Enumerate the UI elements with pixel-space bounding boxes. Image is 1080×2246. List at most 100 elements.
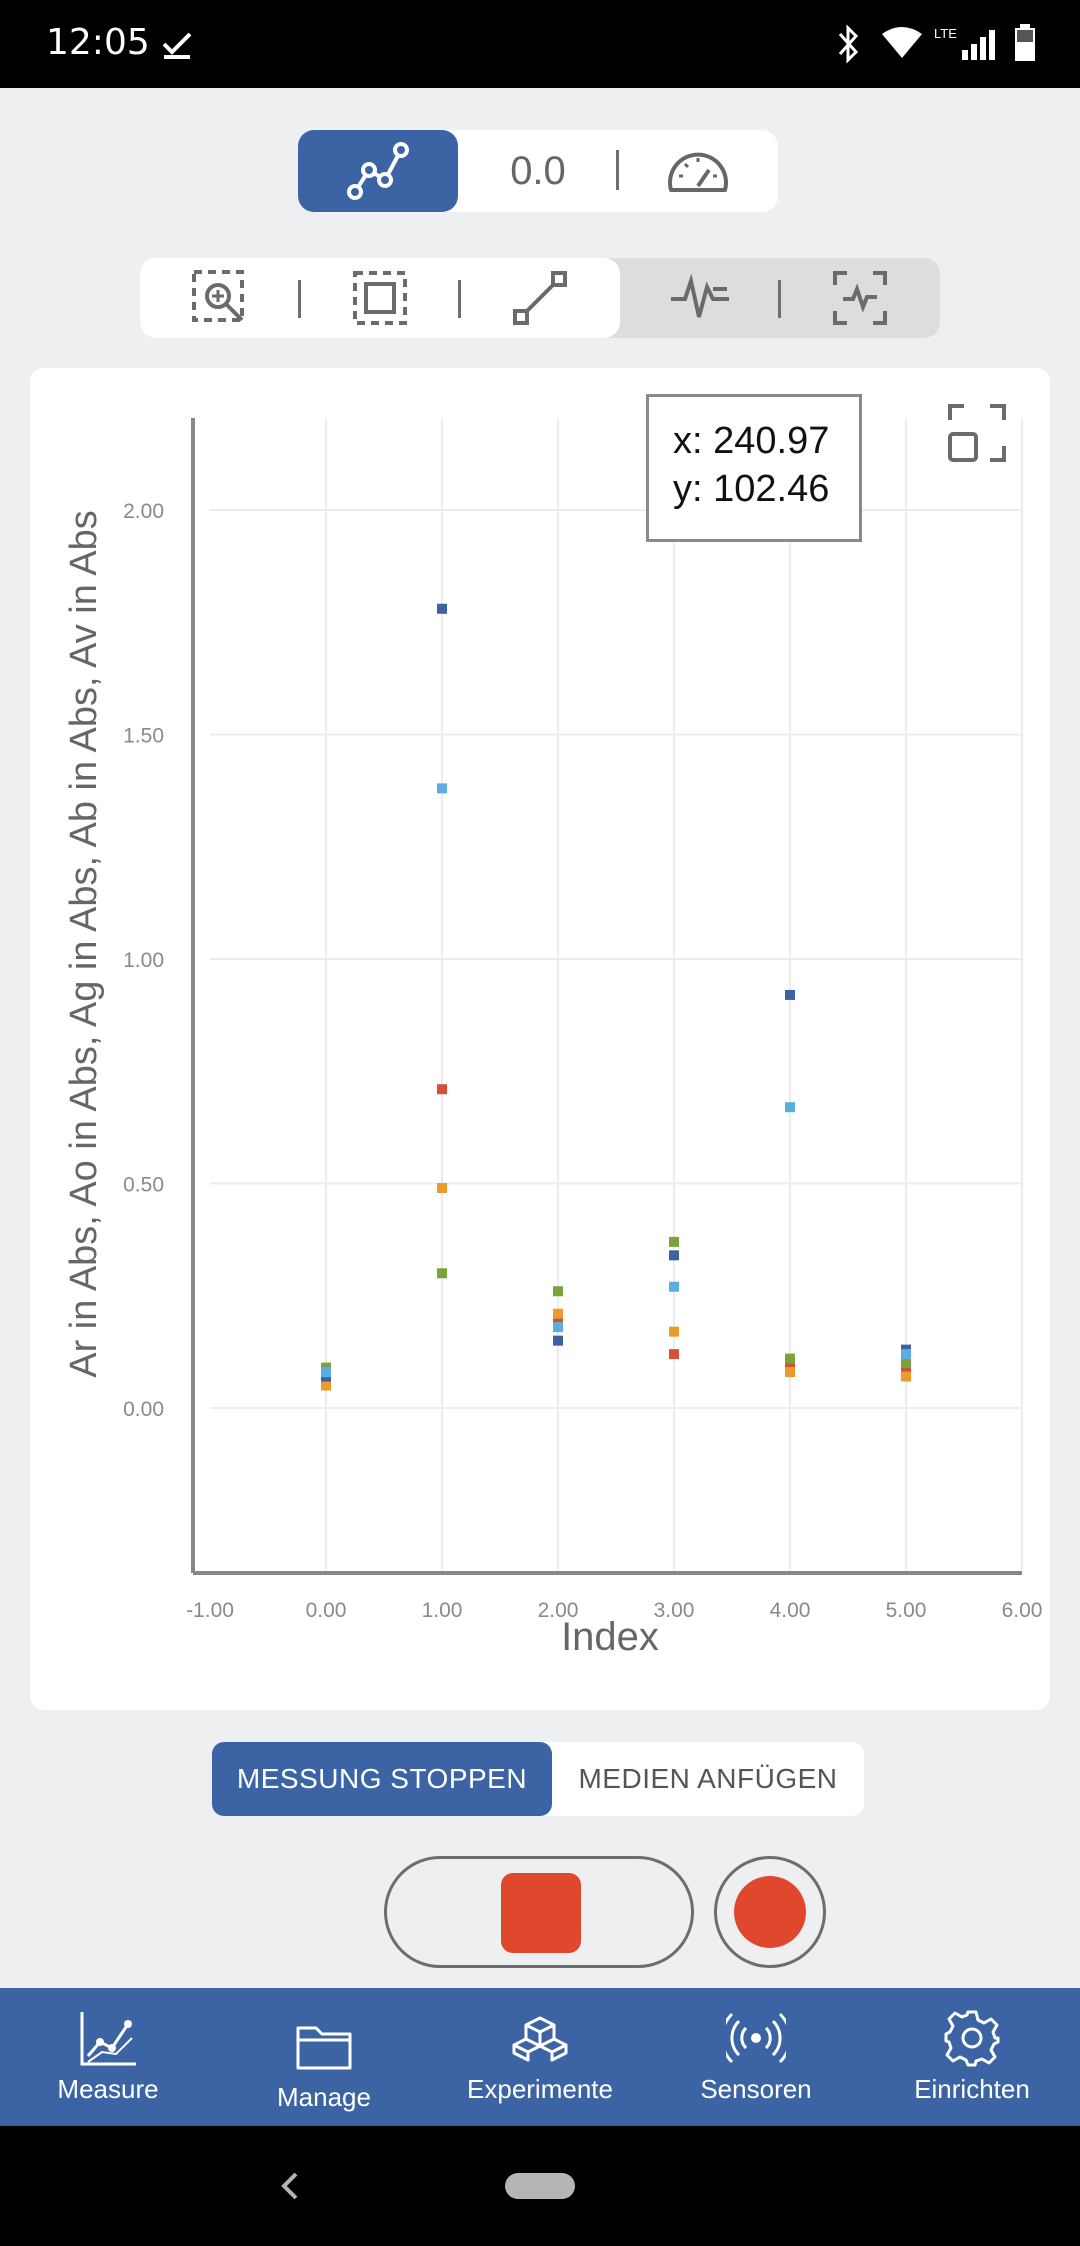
folder-icon bbox=[296, 2026, 352, 2070]
attach-media-button[interactable]: MEDIEN ANFÜGEN bbox=[578, 1763, 838, 1794]
nav-item-measure[interactable]: Measure bbox=[0, 1988, 216, 2126]
data-point-series-4[interactable] bbox=[785, 1102, 795, 1113]
cursor-tooltip: x: 240.97 y: 102.46 bbox=[646, 394, 862, 542]
checkmark-icon bbox=[162, 32, 192, 59]
view-mode-selector: 0.0 bbox=[298, 130, 778, 212]
fullscreen-button[interactable] bbox=[946, 402, 1008, 464]
x-tick-label: 6.00 bbox=[1002, 1599, 1043, 1622]
signal-icon bbox=[962, 30, 995, 60]
network-type: LTE bbox=[934, 26, 957, 41]
nav-item-einrichten[interactable]: Einrichten bbox=[864, 1988, 1080, 2126]
system-navigation bbox=[0, 2126, 1080, 2246]
data-point-series-0[interactable] bbox=[669, 1349, 679, 1360]
stop-measurement-button[interactable]: MESSUNG STOPPEN bbox=[212, 1742, 552, 1816]
nav-item-sensoren[interactable]: Sensoren bbox=[648, 1988, 864, 2126]
nav-label: Experimente bbox=[467, 2074, 613, 2104]
cubes-icon bbox=[512, 2016, 568, 2062]
nav-label: Sensoren bbox=[700, 2074, 812, 2104]
data-point-series-3[interactable] bbox=[669, 1250, 679, 1261]
data-point-series-4[interactable] bbox=[669, 1281, 679, 1292]
broadcast-icon bbox=[726, 2012, 786, 2064]
selection-icon bbox=[353, 271, 407, 325]
tooltip-y-value: y: 102.46 bbox=[673, 468, 830, 510]
data-point-series-2[interactable] bbox=[553, 1286, 563, 1297]
nav-label: Einrichten bbox=[914, 2074, 1030, 2104]
chart-card: 0.00 0.50 1.00 1.50 2.00 -1.00 0.00 1.00 2.00 3.… bbox=[30, 368, 1050, 1710]
data-point-series-1[interactable] bbox=[901, 1371, 911, 1382]
select-area-button[interactable] bbox=[300, 258, 460, 338]
data-point-series-4[interactable] bbox=[553, 1322, 563, 1333]
chart-toolbar bbox=[140, 258, 940, 338]
signal-analysis-icon bbox=[833, 271, 887, 325]
x-tick-label: 1.00 bbox=[422, 1599, 463, 1622]
battery-icon bbox=[1015, 24, 1035, 61]
line-tool-button[interactable] bbox=[460, 258, 620, 338]
data-point-series-2[interactable] bbox=[437, 1268, 447, 1279]
data-point-series-3[interactable] bbox=[553, 1335, 563, 1346]
fullscreen-icon bbox=[948, 404, 1006, 462]
data-point-series-4[interactable] bbox=[901, 1349, 911, 1360]
zoom-tool-button[interactable] bbox=[140, 258, 300, 338]
nav-label: Measure bbox=[57, 2074, 159, 2104]
chart-line-icon bbox=[80, 2012, 136, 2066]
y-tick-label: 0.50 bbox=[123, 1174, 164, 1197]
status-time: 12:05 bbox=[46, 22, 150, 63]
divider bbox=[458, 280, 461, 318]
x-axis-label: Index bbox=[561, 1615, 659, 1659]
data-point-series-1[interactable] bbox=[785, 1367, 795, 1378]
wifi-icon bbox=[882, 27, 922, 58]
bluetooth-icon bbox=[838, 24, 859, 64]
data-point-series-4[interactable] bbox=[437, 783, 447, 794]
back-icon[interactable] bbox=[276, 2162, 306, 2210]
y-tick-label: 1.00 bbox=[123, 949, 164, 972]
record-button[interactable] bbox=[714, 1856, 826, 1968]
home-pill[interactable] bbox=[505, 2173, 575, 2199]
gear-icon bbox=[944, 2010, 1000, 2067]
data-point-series-1[interactable] bbox=[437, 1182, 447, 1193]
y-tick-label: 2.00 bbox=[123, 500, 164, 523]
bottom-navigation: Measure Manage Experimente Sensoren Einr… bbox=[0, 1988, 1080, 2126]
status-bar: 12:05 LTE bbox=[0, 0, 1080, 88]
x-tick-label: 5.00 bbox=[886, 1599, 927, 1622]
x-tick-label: 0.00 bbox=[306, 1599, 347, 1622]
graph-mode-button[interactable] bbox=[298, 130, 458, 212]
data-point-series-1[interactable] bbox=[669, 1326, 679, 1337]
analysis-tool-button[interactable] bbox=[780, 258, 940, 338]
stop-icon bbox=[501, 1873, 581, 1953]
data-point-series-3[interactable] bbox=[437, 603, 447, 614]
data-point-series-1[interactable] bbox=[321, 1380, 331, 1391]
value-display: 0.0 bbox=[510, 148, 566, 193]
waveform-filter-icon bbox=[671, 273, 729, 318]
data-point-series-0[interactable] bbox=[437, 1084, 447, 1095]
gauge-icon bbox=[668, 152, 728, 192]
x-tick-label: 3.00 bbox=[654, 1599, 695, 1622]
y-tick-label: 0.00 bbox=[123, 1398, 164, 1421]
scatter-chart[interactable]: 0.00 0.50 1.00 1.50 2.00 -1.00 0.00 1.00 2.00 3.… bbox=[30, 368, 1050, 1710]
nav-item-manage[interactable]: Manage bbox=[216, 1988, 432, 2126]
nav-label: Manage bbox=[277, 2082, 371, 2112]
data-point-series-2[interactable] bbox=[669, 1236, 679, 1247]
nav-item-experimente[interactable]: Experimente bbox=[432, 1988, 648, 2126]
data-point-series-2[interactable] bbox=[901, 1358, 911, 1369]
data-point-series-1[interactable] bbox=[553, 1308, 563, 1319]
record-icon bbox=[734, 1876, 806, 1948]
gauge-mode-button[interactable] bbox=[618, 130, 778, 212]
x-tick-label: 4.00 bbox=[770, 1599, 811, 1622]
divider bbox=[616, 150, 619, 190]
stop-recording-button[interactable] bbox=[384, 1856, 694, 1968]
divider bbox=[778, 280, 781, 318]
x-tick-label: -1.00 bbox=[186, 1599, 234, 1622]
tooltip-x-value: x: 240.97 bbox=[673, 420, 830, 462]
divider bbox=[298, 280, 301, 318]
filter-tool-button[interactable] bbox=[620, 258, 780, 338]
x-tick-label: 2.00 bbox=[538, 1599, 579, 1622]
zoom-in-icon bbox=[192, 270, 244, 322]
data-point-series-3[interactable] bbox=[785, 989, 795, 1000]
y-axis-label: Ar in Abs, Ao in Abs, Ag in Abs, Ab in A… bbox=[63, 510, 105, 1378]
data-point-series-2[interactable] bbox=[785, 1353, 795, 1364]
line-segment-icon bbox=[513, 271, 567, 325]
data-point-series-4[interactable] bbox=[321, 1367, 331, 1378]
value-mode-button[interactable]: 0.0 bbox=[458, 130, 618, 212]
y-tick-label: 1.50 bbox=[123, 725, 164, 748]
measurement-actions: MESSUNG STOPPEN MEDIEN ANFÜGEN bbox=[212, 1742, 864, 1816]
